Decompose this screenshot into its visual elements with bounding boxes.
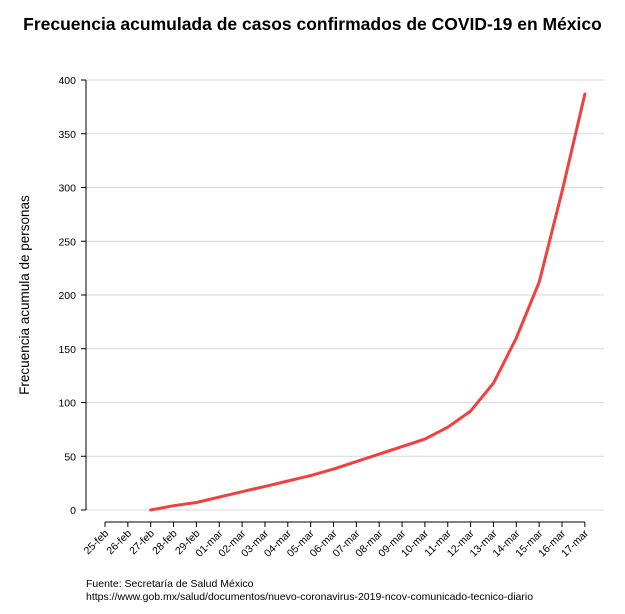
y-tick-label: 400 [58,75,76,87]
source-line: Fuente: Secretaría de Salud México [86,578,254,590]
series-line [149,92,587,512]
x-axis: 25-feb26-feb27-feb28-feb29-feb01-mar02-m… [82,521,591,560]
gridlines [86,79,604,511]
x-tick-label: 27-feb [127,528,157,558]
y-tick-label: 50 [64,451,76,463]
y-axis: 0 50 100 150 200 250 300 350 400 [58,75,87,517]
y-tick-label: 300 [58,183,76,195]
chart-title: Frecuencia acumulada de casos confirmado… [23,14,602,34]
x-tick-label: 28-feb [150,528,180,558]
y-axis-label: Frecuencia acumula de personas [17,195,32,395]
y-tick-label: 0 [70,505,76,517]
y-tick-label: 250 [58,236,76,248]
y-tick-label: 100 [58,398,76,410]
x-tick-label: 25-feb [82,528,112,558]
y-tick-label: 350 [58,129,76,141]
x-tick-label: 26-feb [104,528,134,558]
y-tick-label: 200 [58,290,76,302]
y-tick-label: 150 [58,344,76,356]
series-layer [149,92,587,512]
source-url: https://www.gob.mx/salud/documentos/nuev… [86,591,534,603]
source-caption: Fuente: Secretaría de Salud México https… [86,578,533,604]
